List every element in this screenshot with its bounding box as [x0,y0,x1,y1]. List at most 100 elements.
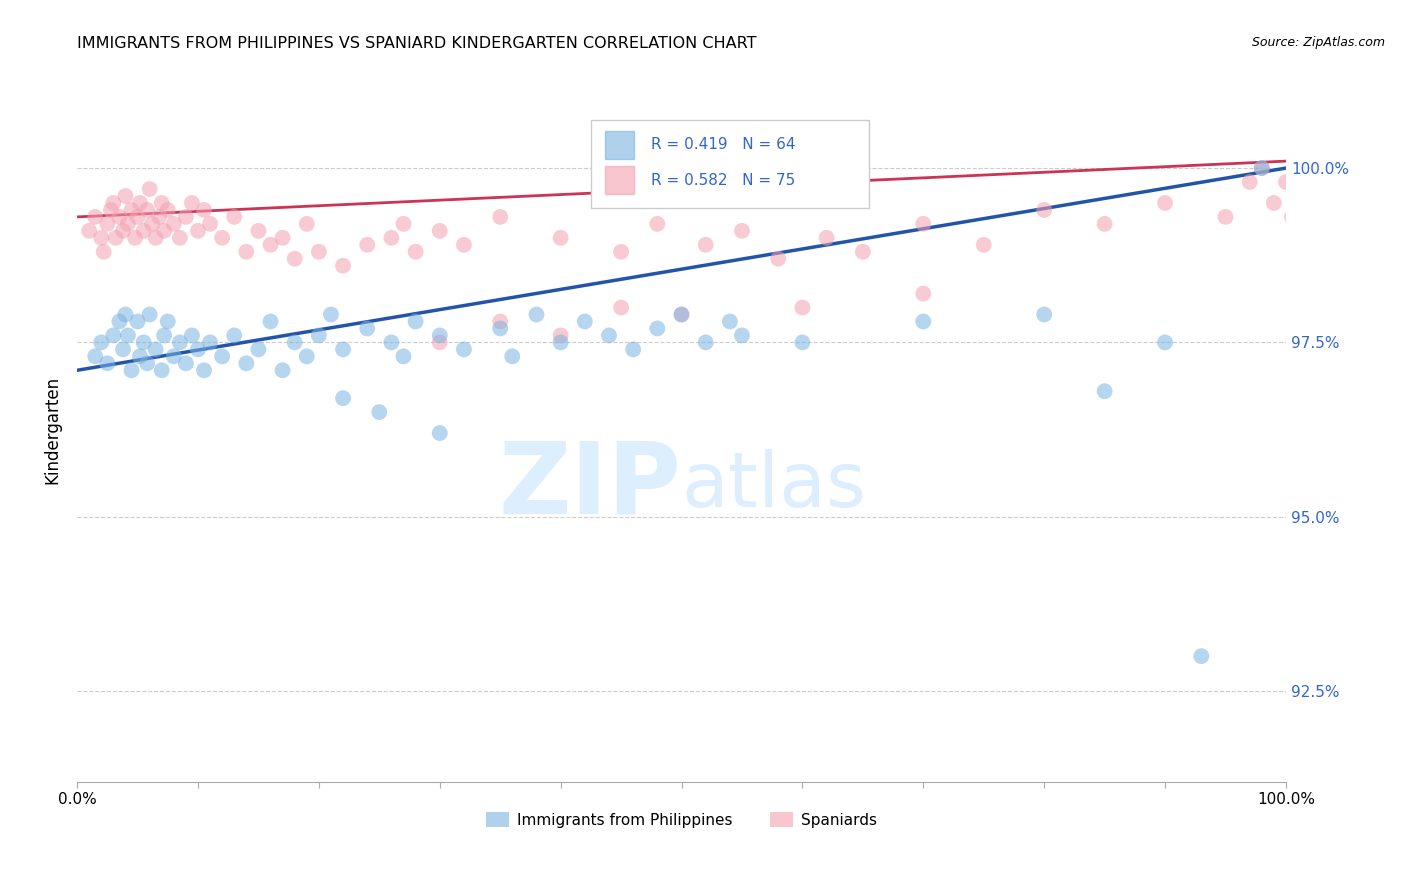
FancyBboxPatch shape [591,120,869,208]
Point [356,321,378,335]
Point [852,244,875,259]
Point [150,196,173,211]
Point [610,244,633,259]
Point [1033,308,1056,322]
Point [368,405,391,419]
Point [295,349,318,363]
Point [526,308,548,322]
Point [169,335,191,350]
Point [114,308,136,322]
Point [621,343,644,357]
Point [124,231,146,245]
Point [695,335,717,350]
FancyBboxPatch shape [606,131,634,159]
Point [380,335,402,350]
Point [912,314,935,328]
Point [117,328,139,343]
Point [1154,335,1177,350]
Point [1239,175,1261,189]
Point [1281,210,1303,224]
Point [150,363,173,377]
Point [90,335,112,350]
Point [156,314,179,328]
Point [145,231,167,245]
Point [187,224,209,238]
Point [163,217,186,231]
Y-axis label: Kindergarten: Kindergarten [44,376,60,483]
Point [792,301,814,315]
Point [284,335,307,350]
Point [1189,649,1212,664]
Point [117,217,139,231]
Text: R = 0.419   N = 64: R = 0.419 N = 64 [651,136,796,152]
Point [429,328,451,343]
Point [112,343,135,357]
Point [598,328,620,343]
Point [211,349,233,363]
Point [259,237,281,252]
Point [224,210,246,224]
Point [550,335,572,350]
Point [96,356,118,370]
Point [108,314,131,328]
Point [148,210,170,224]
Point [108,210,131,224]
Point [429,335,451,350]
Text: IMMIGRANTS FROM PHILIPPINES VS SPANIARD KINDERGARTEN CORRELATION CHART: IMMIGRANTS FROM PHILIPPINES VS SPANIARD … [77,36,756,51]
Point [718,314,741,328]
Point [136,202,159,217]
Point [308,328,330,343]
FancyBboxPatch shape [606,166,634,194]
Point [121,202,143,217]
Point [121,363,143,377]
Point [90,231,112,245]
Point [392,349,415,363]
Text: Source: ZipAtlas.com: Source: ZipAtlas.com [1251,36,1385,49]
Point [1250,161,1272,175]
Point [1275,175,1298,189]
Point [671,308,693,322]
Legend: Immigrants from Philippines, Spaniards: Immigrants from Philippines, Spaniards [479,805,883,834]
Point [198,335,221,350]
Point [308,244,330,259]
Point [211,231,233,245]
Point [550,328,572,343]
Point [84,349,107,363]
Point [912,217,935,231]
Point [132,224,155,238]
Point [731,224,754,238]
Point [731,328,754,343]
Point [271,363,294,377]
Point [1250,161,1272,175]
Point [132,335,155,350]
Point [153,328,176,343]
Point [332,259,354,273]
Point [647,321,669,335]
Point [129,196,152,211]
Point [169,231,191,245]
Point [295,217,318,231]
Point [1094,384,1116,399]
Point [103,328,125,343]
Point [647,217,669,231]
Point [380,231,402,245]
Point [247,343,270,357]
Point [153,224,176,238]
Point [198,217,221,231]
Point [453,343,475,357]
Point [1154,196,1177,211]
Point [356,237,378,252]
Point [550,231,572,245]
Point [429,224,451,238]
Point [174,210,197,224]
Point [104,231,127,245]
Point [193,202,215,217]
Point [112,224,135,238]
Point [84,210,107,224]
Point [392,217,415,231]
Point [912,286,935,301]
Point [224,328,246,343]
Point [489,314,512,328]
Point [284,252,307,266]
Point [93,244,115,259]
